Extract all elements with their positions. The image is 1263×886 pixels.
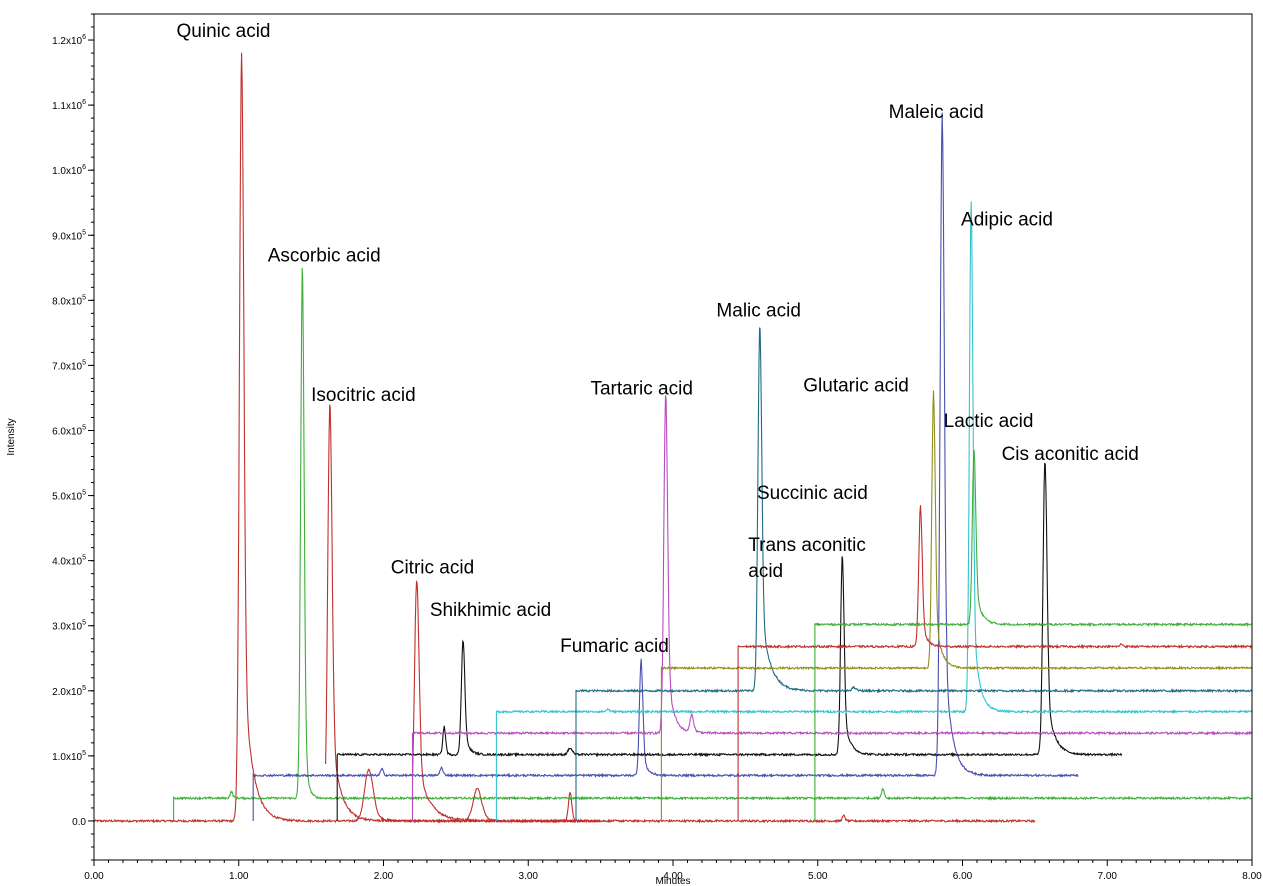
peak-label: Maleic acid (889, 102, 984, 123)
chromatogram-trace (336, 462, 1123, 821)
y-tick-label: 1.2x106 (52, 34, 86, 47)
peak-label: Citric acid (391, 558, 474, 579)
peak-label: Ascorbic acid (268, 245, 381, 266)
chromatogram-trace (411, 579, 601, 824)
chromatogram-trace (737, 505, 1253, 821)
peak-label: Shikhimic acid (430, 600, 551, 621)
x-tick-label: 3.00 (519, 871, 539, 882)
y-tick-label: 1.0x105 (52, 750, 86, 763)
peak-label: Adipic acid (961, 210, 1053, 231)
chromatogram-trace (660, 390, 1252, 821)
y-axis: 0.0 1.0x105 2.0x105 3.0x105 4.0x105 5.0x105 6.… (52, 13, 94, 861)
chromatogram-trace (495, 201, 1253, 821)
peak-label: Succinic acid (757, 483, 868, 504)
peak-label: Quinic acid (177, 21, 271, 42)
x-axis: 0.00 1.00 2.00 3.00 4.00 5.00 6.00 7.00 8.00 (84, 860, 1262, 882)
y-tick-label: 6.0x105 (52, 424, 86, 437)
y-tick-label: 0.0 (72, 817, 86, 828)
y-tick-label: 4.0x105 (52, 555, 86, 568)
chromatogram-trace (411, 395, 1253, 821)
chromatogram-trace (575, 327, 1253, 821)
chromatogram-trace (252, 112, 1079, 821)
peak-label: Isocitric acid (311, 385, 416, 406)
y-tick-label: 2.0x105 (52, 685, 86, 698)
chromatogram-trace (814, 450, 1253, 821)
y-tick-label: 9.0x105 (52, 229, 86, 242)
y-axis-title: Intensity (6, 418, 17, 455)
chromatogram-traces (93, 52, 1253, 824)
x-tick-label: 2.00 (374, 871, 394, 882)
x-tick-label: 5.00 (808, 871, 828, 882)
peak-label: Lactic acid (944, 411, 1034, 432)
x-tick-label: 0.00 (84, 871, 104, 882)
y-tick-label: 5.0x105 (52, 490, 86, 503)
peak-label: Fumaric acid (560, 636, 669, 657)
y-tick-label: 1.0x106 (52, 164, 86, 177)
x-tick-label: 8.00 (1242, 871, 1262, 882)
peak-label: Glutaric acid (803, 375, 909, 396)
x-tick-label: 7.00 (1098, 871, 1118, 882)
peak-label: Tartaric acid (590, 379, 692, 400)
peak-labels: Quinic acid Ascorbic acid Isocitric acid Ci… (177, 21, 1139, 657)
x-tick-label: 1.00 (229, 871, 249, 882)
y-tick-label: 7.0x105 (52, 359, 86, 372)
y-tick-label: 1.1x106 (52, 99, 86, 112)
peak-label: acid (748, 561, 783, 582)
y-tick-label: 3.0x105 (52, 620, 86, 633)
peak-label: Malic acid (716, 301, 800, 322)
x-tick-label: 6.00 (953, 871, 973, 882)
chromatogram-trace (173, 267, 1252, 821)
peak-label: Cis aconitic acid (1002, 444, 1139, 465)
x-tick-label: 4.00 (663, 871, 683, 882)
y-tick-label: 8.0x105 (52, 294, 86, 307)
x-axis-title: Minutes (655, 876, 690, 886)
peak-label: Trans aconitic (748, 535, 866, 556)
